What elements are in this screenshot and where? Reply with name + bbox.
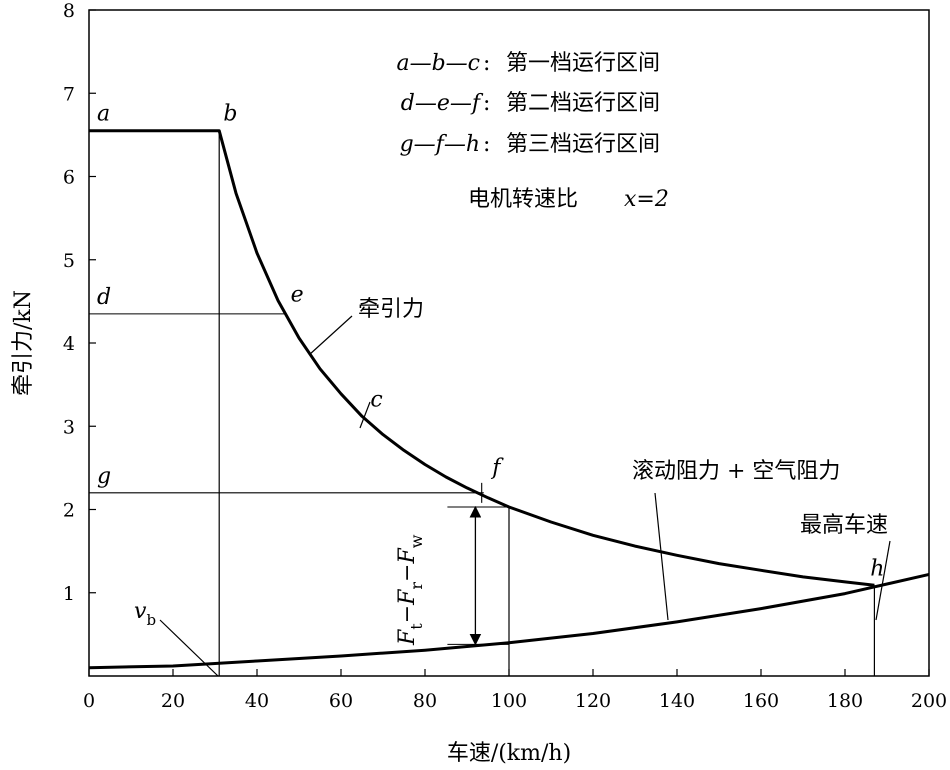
c-leader: [359, 401, 371, 429]
resistance-label: 滚动阻力 + 空气阻力: [632, 459, 840, 484]
y-tick-label: 6: [63, 167, 75, 189]
x-tick-label: 200: [911, 690, 947, 712]
legend-line-2: d—e—f : 第二档运行区间: [401, 91, 660, 116]
x-tick-label: 20: [161, 690, 185, 712]
resistance-leader: [654, 492, 669, 621]
series-layer: [88, 129, 930, 670]
annotations: 牵引力 滚动阻力 + 空气阻力 最高车速 vb Ft−Fr−Fw: [134, 297, 891, 677]
legend-colon-3: :: [483, 132, 490, 157]
point-labels: a d g b e c f h: [97, 102, 884, 582]
legend-text-2: 第二档运行区间: [506, 91, 660, 116]
x-tick-label: 80: [413, 690, 437, 712]
axis-ticks: [88, 9, 930, 676]
x-tick-labels: 0 20 40 60 80 100 120 140 160 180 200: [83, 690, 947, 712]
legend-text-1: 第一档运行区间: [506, 51, 660, 76]
y-tick-label: 1: [63, 583, 75, 605]
vb-label: vb: [134, 599, 156, 629]
legend-seq-2: d—e—f: [401, 91, 484, 116]
point-label-a: a: [97, 102, 110, 127]
legend-colon-1: :: [483, 51, 490, 76]
y-tick-label: 2: [63, 500, 75, 522]
legend-line-1: a—b—c : 第一档运行区间: [396, 51, 660, 76]
x-axis-title: 车速/(km/h): [447, 741, 571, 766]
traction-label: 牵引力: [358, 297, 424, 322]
y-axis-title: 牵引力/kN: [11, 290, 36, 396]
legend-seq-1: a—b—c: [396, 51, 480, 76]
y-tick-label: 7: [63, 83, 75, 105]
legend: a—b—c : 第一档运行区间 d—e—f : 第二档运行区间 g—f—h : …: [396, 51, 668, 212]
legend-text-3: 第三档运行区间: [506, 132, 660, 157]
y-tick-label: 3: [63, 416, 75, 438]
legend-seq-3: g—f—h: [400, 132, 480, 157]
traction-curve: [89, 129, 875, 587]
ratio-note-text: 电机转速比: [468, 187, 578, 212]
point-label-d: d: [97, 285, 111, 310]
point-label-g: g: [97, 464, 111, 489]
y-tick-label: 8: [63, 0, 75, 22]
legend-colon-2: :: [483, 91, 490, 116]
point-label-c: c: [370, 387, 382, 412]
x-tick-label: 0: [83, 690, 95, 712]
x-tick-label: 120: [575, 690, 611, 712]
y-tick-label: 5: [63, 250, 75, 272]
x-tick-label: 140: [659, 690, 695, 712]
x-tick-label: 100: [491, 690, 527, 712]
vb-leader: [159, 619, 219, 677]
x-tick-label: 160: [743, 690, 779, 712]
guide-lines: [89, 129, 876, 676]
point-label-h: h: [870, 556, 884, 581]
max-speed-leader: [875, 540, 891, 621]
point-label-f: f: [490, 456, 504, 481]
traction-leader: [308, 315, 353, 356]
force-difference-label: Ft−Fr−Fw: [395, 534, 426, 646]
ratio-note-var: x=2: [624, 187, 669, 212]
point-label-b: b: [223, 102, 237, 127]
x-tick-label: 40: [245, 690, 269, 712]
ratio-note: 电机转速比 x=2: [468, 187, 669, 212]
x-tick-label: 60: [329, 690, 353, 712]
max-speed-label: 最高车速: [800, 513, 888, 538]
legend-line-3: g—f—h : 第三档运行区间: [400, 132, 660, 157]
resistance-curve: [88, 572, 930, 670]
y-tick-label: 4: [63, 333, 75, 355]
x-tick-label: 180: [827, 690, 863, 712]
y-tick-labels: 1 2 3 4 5 6 7 8: [63, 0, 75, 605]
point-label-e: e: [291, 282, 304, 307]
